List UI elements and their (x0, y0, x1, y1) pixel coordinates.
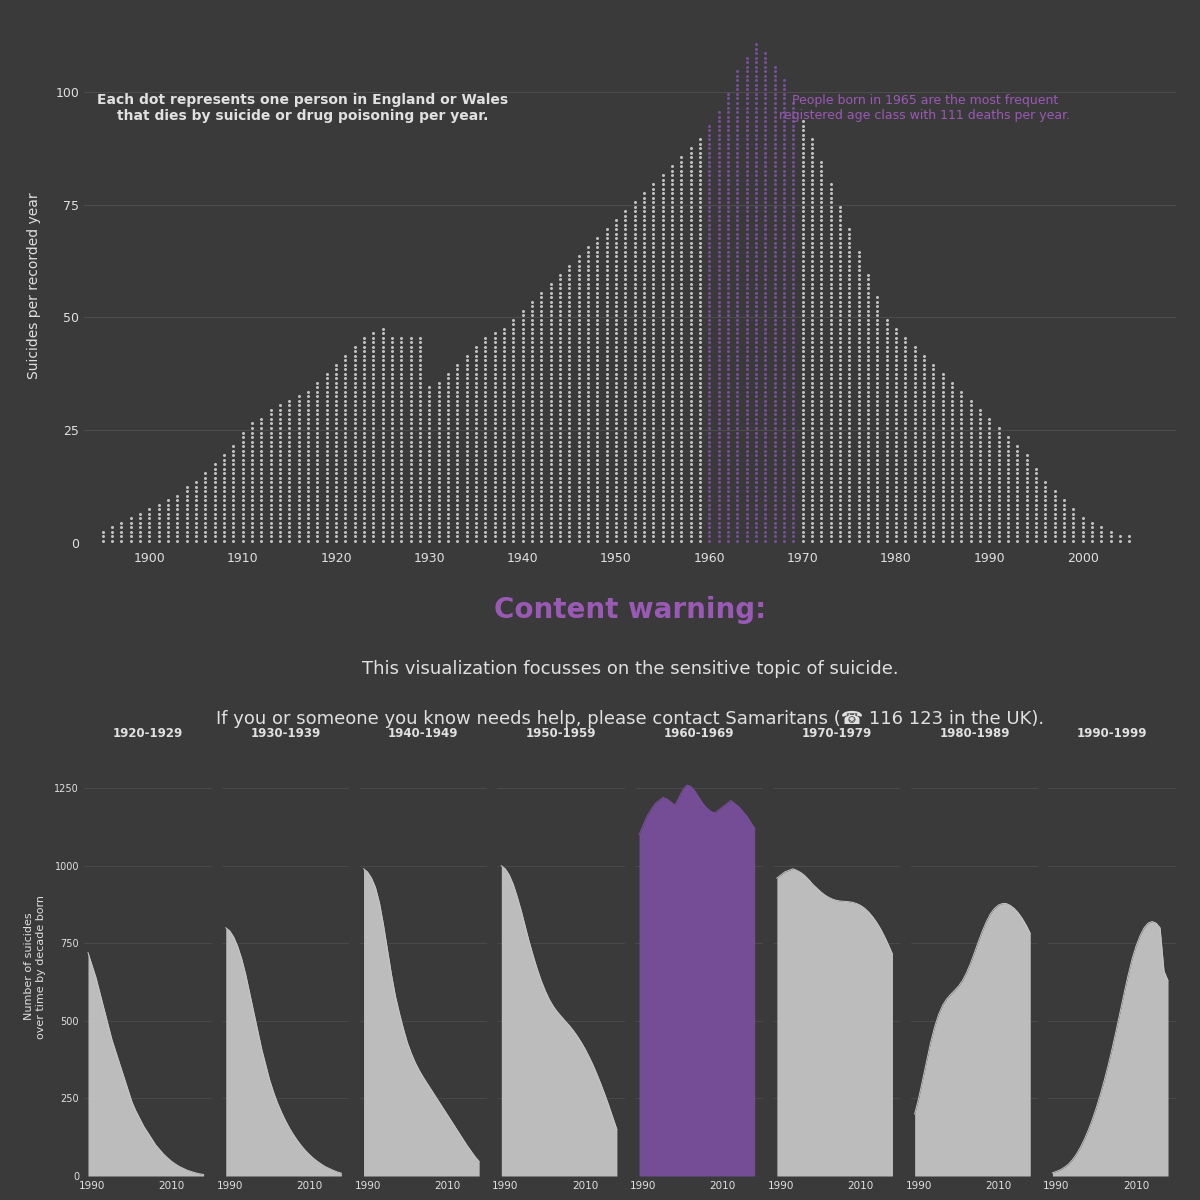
Text: 1930-1939: 1930-1939 (251, 727, 320, 740)
Text: 1940-1949: 1940-1949 (388, 727, 458, 740)
Text: This visualization focusses on the sensitive topic of suicide.: This visualization focusses on the sensi… (361, 660, 899, 678)
Text: 1970-1979: 1970-1979 (802, 727, 871, 740)
Text: 1960-1969: 1960-1969 (664, 727, 734, 740)
Text: 1990-1999: 1990-1999 (1076, 727, 1147, 740)
Text: People born in 1965 are the most frequent
registered age class with 111 deaths p: People born in 1965 are the most frequen… (779, 94, 1070, 121)
Text: 1920-1929: 1920-1929 (113, 727, 182, 740)
Text: If you or someone you know needs help, please contact Samaritans (☎ 116 123 in t: If you or someone you know needs help, p… (216, 710, 1044, 728)
Text: Each dot represents one person in England or Wales
that dies by suicide or drug : Each dot represents one person in Englan… (97, 92, 508, 122)
Text: 1950-1959: 1950-1959 (526, 727, 596, 740)
Text: Content warning:: Content warning: (494, 596, 766, 624)
Y-axis label: Suicides per recorded year: Suicides per recorded year (28, 192, 41, 379)
Y-axis label: Number of suicides
over time by decade born: Number of suicides over time by decade b… (24, 894, 46, 1038)
Text: 1980-1989: 1980-1989 (940, 727, 1009, 740)
